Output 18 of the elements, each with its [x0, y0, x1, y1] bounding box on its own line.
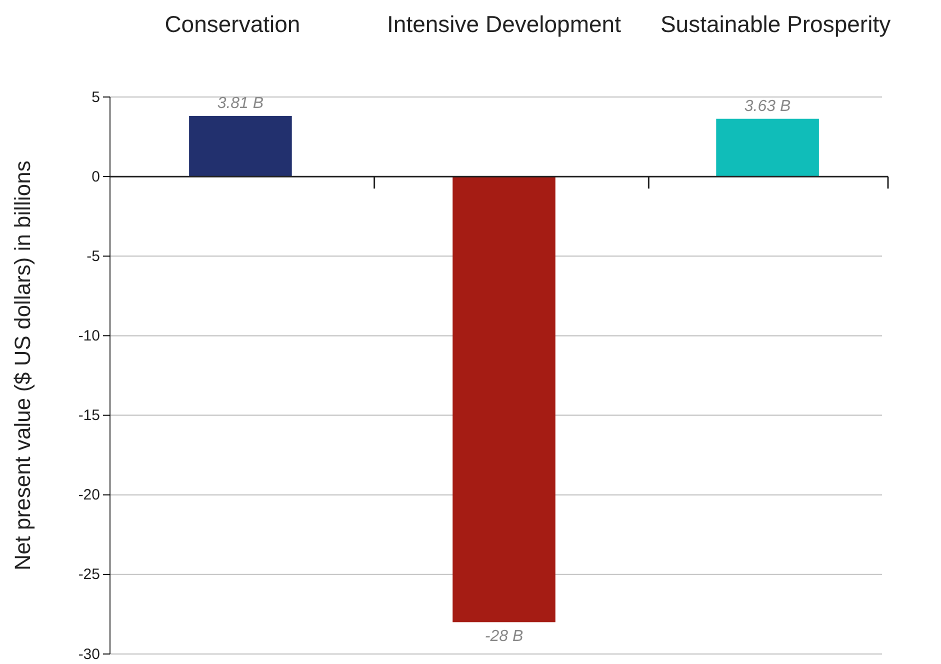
y-axis-title: Net present value ($ US dollars) in billions	[10, 160, 35, 570]
data-label: 3.81 B	[217, 94, 264, 112]
y-tick-label: -15	[78, 407, 100, 424]
bar	[716, 118, 819, 177]
y-tick-label: 5	[92, 88, 100, 106]
y-tick-label: -10	[78, 328, 100, 345]
x-tick-label: Intensive Development	[387, 11, 622, 37]
x-tick-label: Conservation	[164, 11, 300, 37]
bar	[189, 116, 292, 177]
data-label: 3.63 B	[744, 98, 791, 115]
y-tick-label: 0	[92, 168, 100, 186]
bar	[452, 176, 556, 622]
y-tick-label: -20	[78, 486, 100, 504]
y-tick-label: -25	[78, 566, 100, 584]
y-tick-label: -5	[86, 248, 100, 265]
x-tick-label: Sustainable Prosperity	[660, 11, 892, 37]
data-label: -28 B	[484, 628, 524, 646]
y-tick-label: -30	[78, 646, 100, 663]
